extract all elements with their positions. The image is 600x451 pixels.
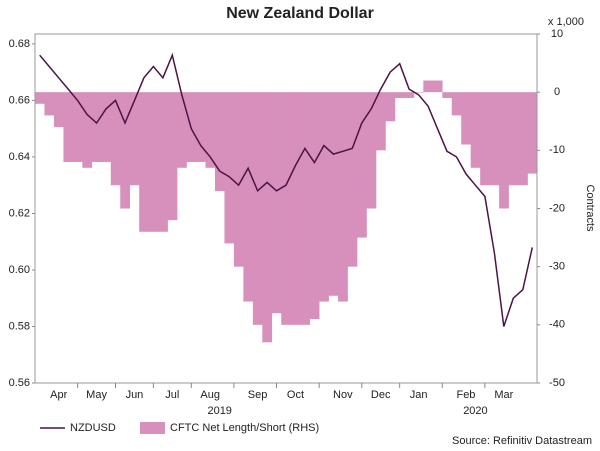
x-tick-label: Aug	[200, 389, 220, 401]
chart-title: New Zealand Dollar	[226, 5, 374, 22]
x-tick-label: Jul	[165, 389, 179, 401]
area-step	[53, 92, 64, 128]
x-tick-label: Feb	[456, 389, 475, 401]
area-step	[309, 92, 320, 320]
area-step	[499, 92, 509, 209]
area-step	[461, 92, 471, 145]
area-step	[120, 92, 131, 209]
area-step	[82, 92, 93, 168]
area-step	[44, 92, 55, 116]
area-step	[470, 92, 481, 168]
area-step	[271, 92, 282, 314]
x-tick-label: Apr	[50, 389, 67, 401]
y2-tick-label: -30	[549, 261, 565, 273]
area-step	[319, 92, 329, 302]
area-step	[205, 92, 216, 168]
area-step	[290, 92, 301, 325]
area-step	[404, 92, 415, 98]
year-label: 2019	[207, 405, 231, 417]
area-step	[366, 92, 377, 209]
area-step	[347, 92, 358, 267]
area-step	[338, 92, 348, 302]
y2-unit: x 1,000	[548, 16, 584, 28]
x-tick-label: Jun	[126, 389, 144, 401]
area-step	[101, 92, 112, 162]
area-step	[196, 92, 206, 162]
area-step	[480, 92, 490, 186]
area-step	[423, 80, 434, 93]
y2-tick-label: 10	[551, 28, 563, 40]
y2-axis-title: Contracts	[584, 184, 596, 232]
area-step	[508, 92, 519, 186]
y-tick-label: 0.64	[9, 151, 30, 163]
area-step	[72, 92, 83, 162]
x-tick-label: Dec	[371, 389, 391, 401]
y2-tick-label: -50	[549, 377, 565, 389]
area-step	[243, 92, 254, 302]
area-step	[63, 92, 74, 162]
x-tick-label: Oct	[287, 389, 304, 401]
area-step	[233, 92, 244, 267]
area-step	[129, 92, 140, 186]
legend-label: NZDUSD	[70, 422, 116, 434]
x-tick-label: Nov	[333, 389, 353, 401]
area-step	[167, 92, 178, 221]
source: Source: Refinitiv Datastream	[452, 435, 592, 447]
legend-swatch	[140, 422, 165, 434]
area-step	[442, 92, 453, 98]
y-tick-label: 0.68	[9, 38, 30, 50]
area-step	[177, 92, 187, 168]
area-step	[375, 92, 386, 151]
area-step	[91, 92, 102, 162]
area-step	[139, 92, 149, 232]
y2-tick-label: -10	[549, 144, 565, 156]
area-step	[148, 92, 159, 232]
x-tick-label: Mar	[494, 389, 513, 401]
y2-tick-label: -20	[549, 202, 565, 214]
area-step	[158, 92, 168, 232]
y2-tick-label: -40	[549, 319, 565, 331]
area-step	[432, 80, 443, 93]
x-tick-label: Jan	[410, 389, 428, 401]
legend-label: CFTC Net Length/Short (RHS)	[170, 422, 319, 434]
y2-tick-label: 0	[554, 86, 560, 98]
area-step	[35, 92, 45, 104]
area-step	[328, 92, 339, 296]
area-step	[252, 92, 263, 325]
x-tick-label: Sep	[248, 389, 268, 401]
area-step	[214, 92, 225, 192]
area-step	[527, 92, 538, 174]
x-tick-label: May	[86, 389, 107, 401]
area-step	[394, 92, 405, 98]
year-label: 2020	[463, 405, 487, 417]
y-tick-label: 0.66	[9, 94, 30, 106]
y-tick-label: 0.60	[9, 264, 30, 276]
area-step	[224, 92, 235, 244]
area-step	[413, 92, 424, 93]
plot-frame	[34, 33, 538, 384]
area-step	[262, 92, 273, 343]
area-step	[451, 92, 462, 116]
area-step	[110, 92, 121, 186]
line	[39, 52, 534, 327]
y-tick-label: 0.56	[9, 377, 30, 389]
area-step	[357, 92, 367, 238]
area-step	[489, 92, 500, 186]
y-tick-label: 0.58	[9, 320, 30, 332]
y-tick-label: 0.62	[9, 207, 30, 219]
area-step	[518, 92, 528, 186]
area-step	[300, 92, 310, 325]
area-step	[385, 92, 396, 122]
area-step	[281, 92, 292, 325]
